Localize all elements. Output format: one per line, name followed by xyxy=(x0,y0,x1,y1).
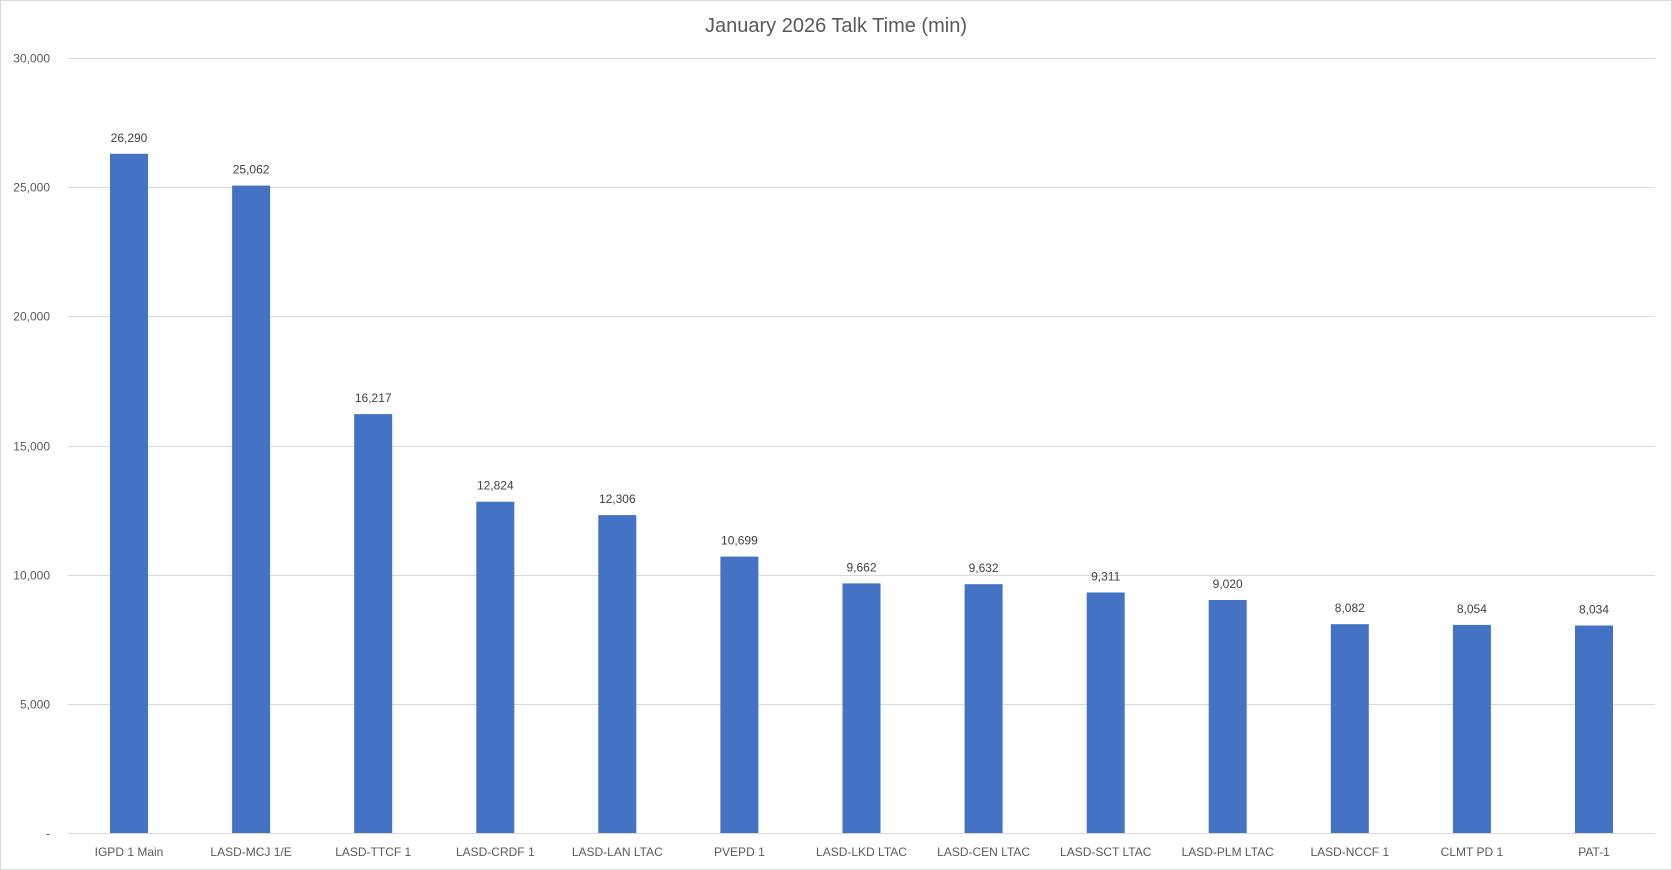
x-tick-label: LASD-MCJ 1/E xyxy=(210,845,291,859)
x-axis-ticks: IGPD 1 Main LASD-MCJ 1/E LASD-TTCF 1 LASD-C… xyxy=(95,845,1610,859)
data-label: 12,306 xyxy=(599,492,636,506)
data-label: 12,824 xyxy=(477,479,514,493)
data-label: 9,662 xyxy=(846,560,876,574)
x-tick-label: LASD-LKD LTAC xyxy=(816,845,907,859)
bar xyxy=(110,153,148,834)
bar xyxy=(1330,624,1369,833)
y-axis-ticks: - 5,000 10,000 15,000 20,000 25,000 30,000 xyxy=(13,52,50,841)
bar xyxy=(842,583,881,833)
data-label: 9,632 xyxy=(969,561,999,575)
data-label: 8,034 xyxy=(1579,603,1609,617)
bar xyxy=(1452,624,1491,833)
x-tick-label: LASD-CEN LTAC xyxy=(937,845,1030,859)
bar xyxy=(476,501,515,833)
data-label: 9,020 xyxy=(1213,577,1243,591)
data-label: 9,311 xyxy=(1091,570,1120,584)
y-tick-label: 15,000 xyxy=(13,440,50,454)
x-tick-label: LASD-CRDF 1 xyxy=(456,845,535,859)
x-tick-label: PVEPD 1 xyxy=(714,845,765,859)
x-tick-label: LASD-PLM LTAC xyxy=(1182,845,1275,859)
x-tick-label: LASD-LAN LTAC xyxy=(572,845,663,859)
bar xyxy=(720,556,759,833)
x-tick-label: CLMT PD 1 xyxy=(1441,845,1504,859)
data-label: 8,082 xyxy=(1335,601,1365,615)
x-tick-label: PAT-1 xyxy=(1578,845,1610,859)
x-tick-label: LASD-TTCF 1 xyxy=(335,845,411,859)
data-label: 16,217 xyxy=(355,391,392,405)
y-tick-label: 20,000 xyxy=(13,310,50,324)
x-tick-label: LASD-SCT LTAC xyxy=(1060,845,1152,859)
data-labels: 26,290 25,062 16,217 12,824 12,306 10,699 9,66… xyxy=(111,131,1610,617)
bar xyxy=(232,185,271,834)
y-tick-label: 10,000 xyxy=(13,569,50,583)
data-label: 25,062 xyxy=(233,163,270,177)
bar xyxy=(1086,592,1125,833)
y-tick-label: 25,000 xyxy=(13,181,50,195)
bar xyxy=(964,584,1003,833)
chart-title: January 2026 Talk Time (min) xyxy=(705,15,967,37)
bar xyxy=(1208,600,1247,833)
y-tick-label: 30,000 xyxy=(13,52,50,66)
bar xyxy=(598,515,637,833)
x-tick-label: LASD-NCCF 1 xyxy=(1310,845,1389,859)
x-tick-label: IGPD 1 Main xyxy=(95,845,164,859)
gridlines xyxy=(68,58,1655,834)
data-label: 26,290 xyxy=(111,131,148,145)
y-tick-label: - xyxy=(46,827,50,841)
bar xyxy=(354,414,393,833)
data-label: 10,699 xyxy=(721,534,758,548)
y-tick-label: 5,000 xyxy=(20,698,50,712)
data-label: 8,054 xyxy=(1457,602,1487,616)
bars xyxy=(110,153,1613,834)
bar xyxy=(1575,625,1613,833)
